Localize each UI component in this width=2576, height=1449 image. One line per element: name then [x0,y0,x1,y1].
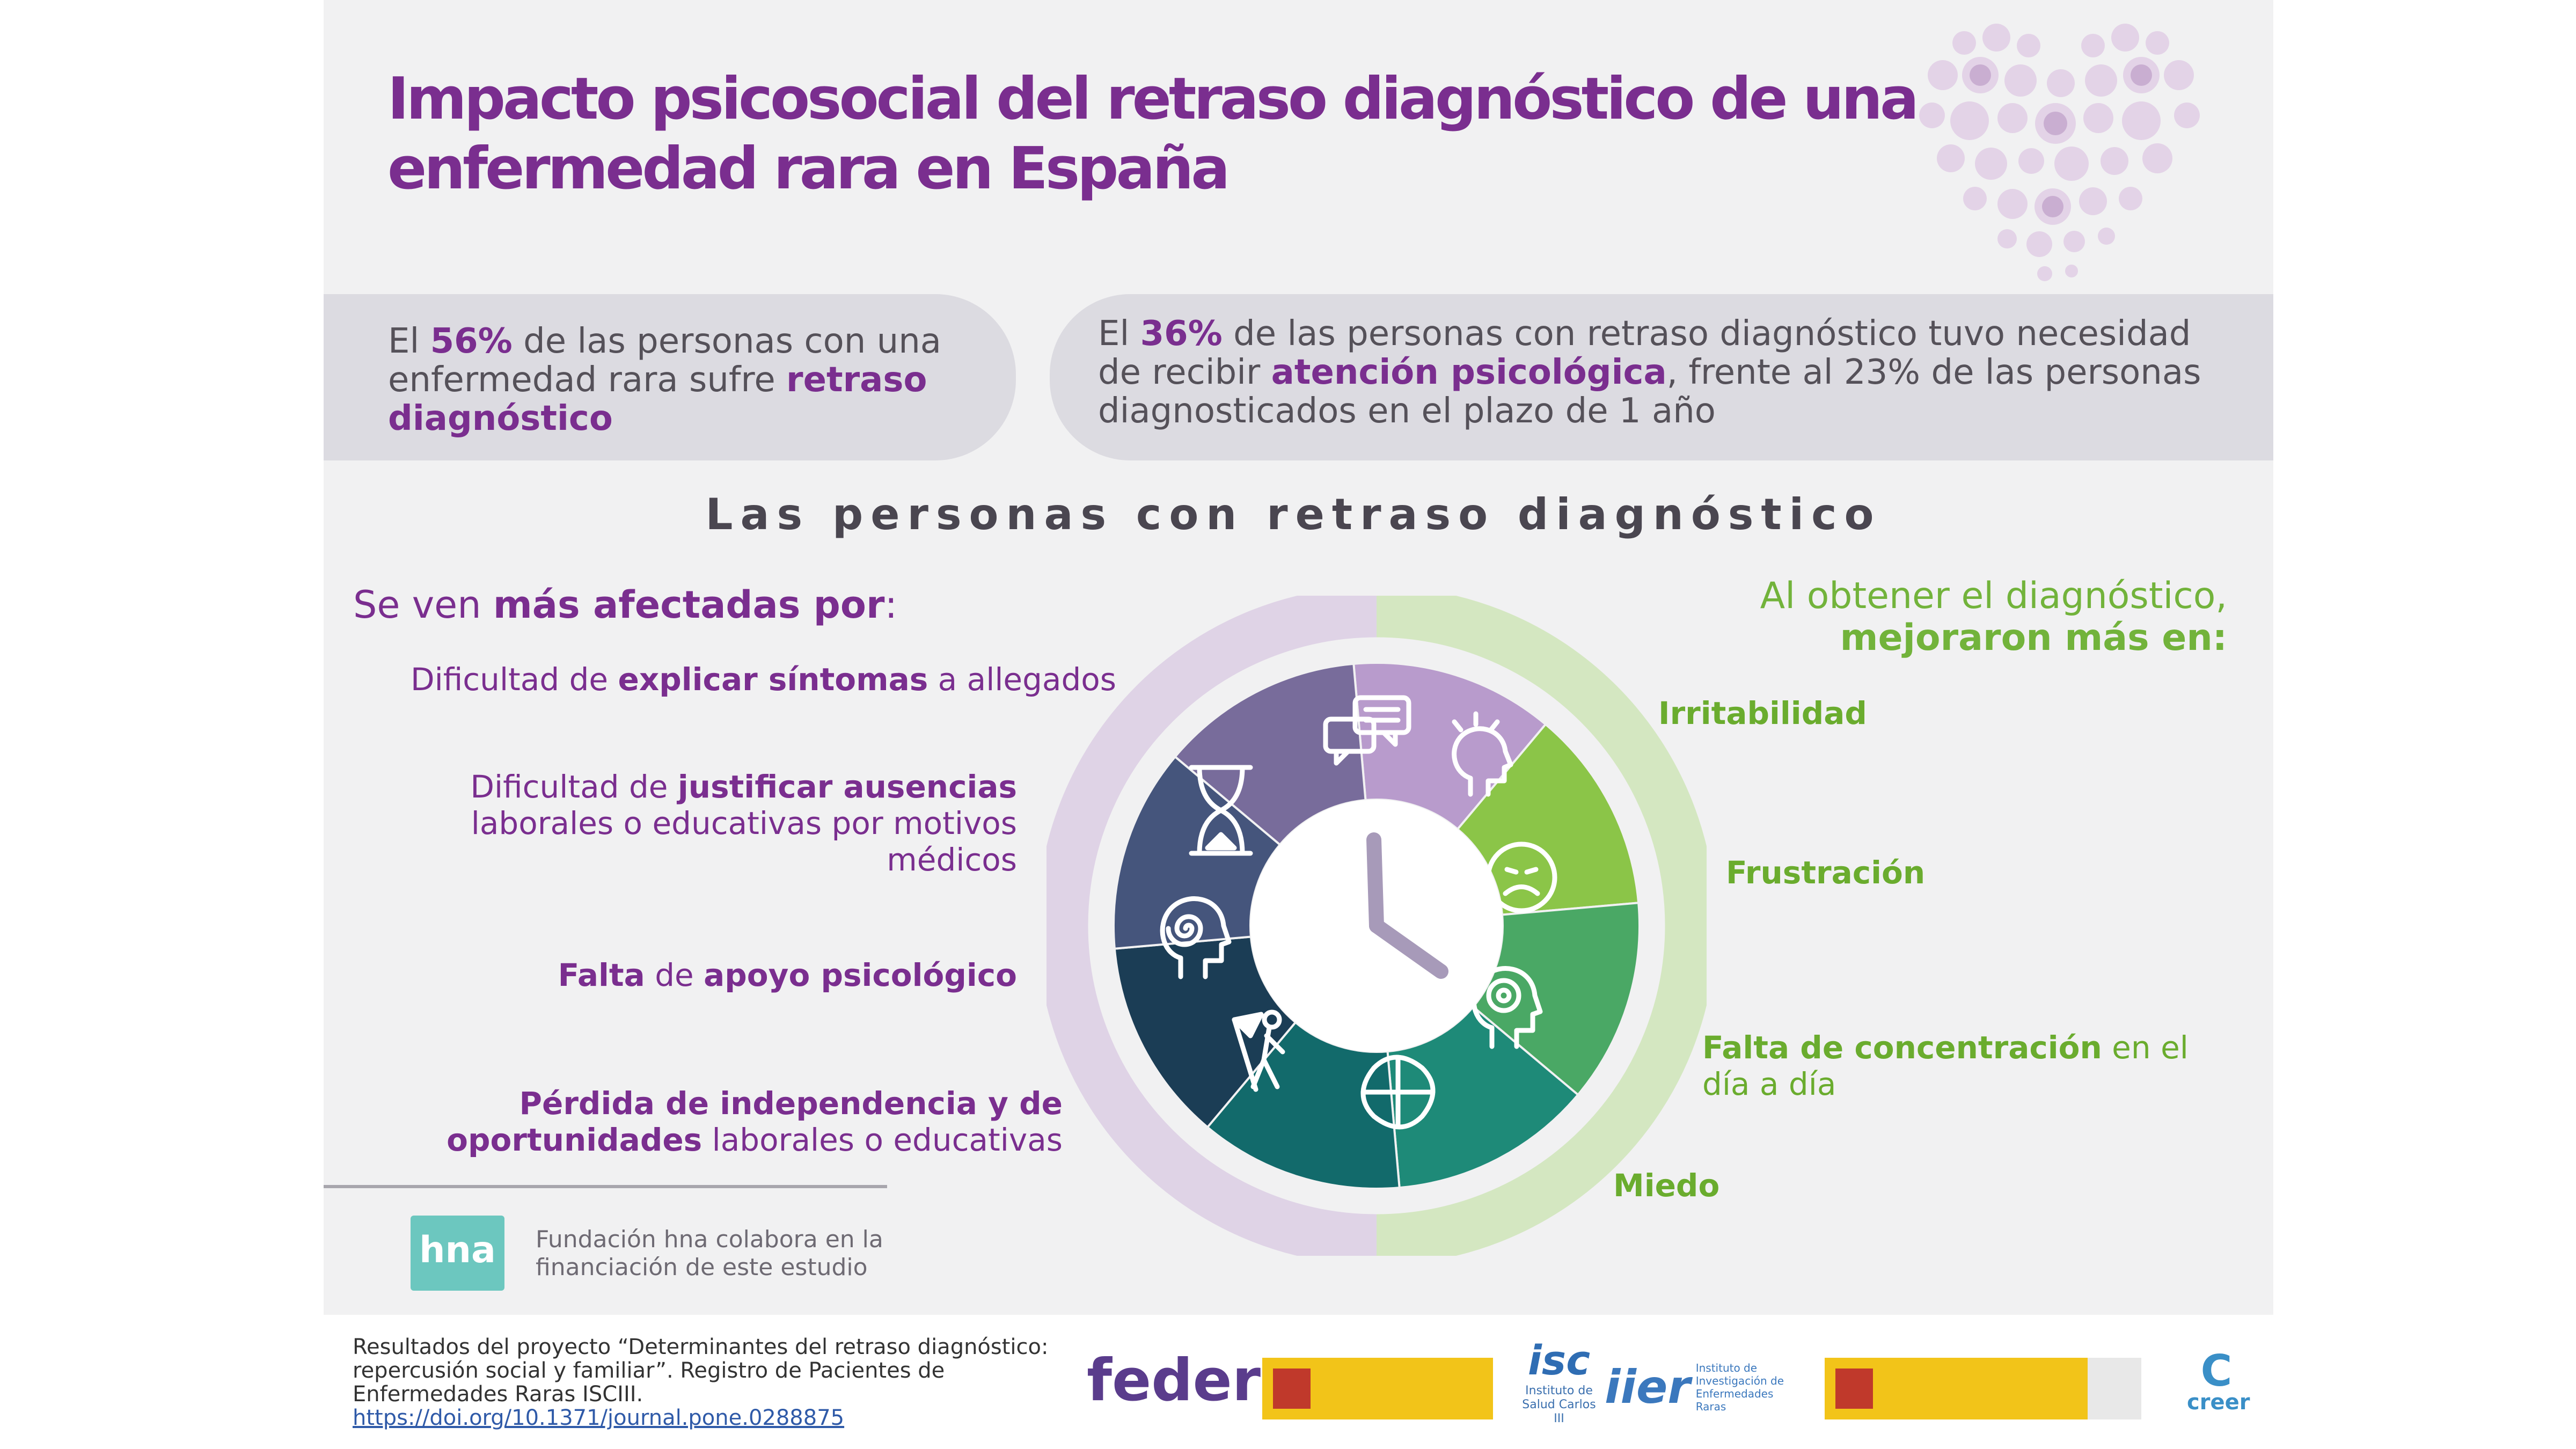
left-column-title: Se ven más afectadas por: [353,583,897,627]
hiker-flag-icon [1232,1009,1285,1092]
spiral-head-icon [1160,896,1232,979]
item-text: de [645,957,704,993]
right-item-concentracion: Falta de concentración en el día a día [1702,1029,2244,1102]
stat-card-36-text: El 36% de las personas con retraso diagn… [1098,314,2236,430]
left-title-bold: más afectadas por [493,583,885,627]
right-title-line-2: mejoraron más en: [1840,617,2227,659]
head-target-icon [1471,966,1543,1049]
clock-hour-hand [1366,832,1384,933]
segment-frustracion [1472,902,1641,1096]
item-bold: Falta [558,957,645,993]
stat-text: , frente al 23% de las personas diagnost… [1098,353,2201,431]
right-column-title: Al obtener el diagnóstico, mejoraron más … [1707,575,2227,659]
isciii-mark: isc [1527,1336,1591,1384]
item-text: Dificultad de [470,769,678,805]
left-title-text: Se ven [353,583,493,627]
creer-c-icon: C [2200,1346,2233,1396]
creer-logo: C creer [2187,1346,2250,1415]
stat-percent: 56% [430,321,513,361]
imserso-logo [2088,1358,2141,1419]
iier-logo: iier Instituto de Investigación de Enfer… [1605,1360,1803,1414]
item-text: en el día a día [1702,1029,2189,1102]
segment-explicar-sintomas [1352,662,1547,831]
heart-dots-icon [1919,24,2200,281]
item-text: a allegados [928,661,1116,698]
stat-card-36: El 36% de las personas con retraso diagn… [1050,294,2273,460]
source-citation: Resultados del proyecto “Determinantes d… [353,1335,1082,1430]
iier-name: Instituto de Investigación de Enfermedad… [1695,1362,1784,1413]
page-title: Impacto psicosocial del retraso diagnóst… [387,64,1971,204]
segment-miedo [1206,1021,1401,1190]
item-bold: explicar síntomas [618,661,928,698]
left-item-apoyo-psicologico: Falta de apoyo psicológico [429,957,1017,993]
iier-mark: iier [1605,1360,1690,1414]
feder-logo: feder [1087,1347,1261,1414]
left-item-perdida-independencia: Pérdida de independencia y de oportunida… [419,1085,1063,1158]
creer-name: creer [2187,1390,2250,1415]
gobierno-espana-derechos-sociales-logo [1825,1358,2088,1419]
stat-text: El [388,321,430,361]
right-item-irritabilidad: Irritabilidad [1658,695,1867,731]
gobierno-espana-ciencia-logo [1262,1358,1493,1419]
stat-percent: 36% [1140,314,1223,354]
item-text: laborales o educativas por motivos médic… [471,805,1017,878]
stat-highlight: atención psicológica [1271,353,1667,392]
left-item-explicar-sintomas: Dificultad de explicar síntomas a allega… [376,661,1116,698]
clock-minute-hand [1369,918,1448,979]
hourglass-icon [1189,765,1253,856]
doi-link[interactable]: https://doi.org/10.1371/journal.pone.028… [353,1406,845,1430]
puzzle-head-icon [1360,1055,1436,1130]
isciii-logo: isc Instituto de Salud Carlos III [1519,1336,1599,1426]
item-bold: Irritabilidad [1658,695,1867,731]
stat-card-56: El 56% de las personas con una enfermeda… [324,294,1016,460]
right-item-miedo: Miedo [1613,1167,1719,1204]
fundacion-hna-logo: hna [411,1216,504,1291]
funding-note: Fundación hna colabora en la financiació… [536,1226,883,1281]
item-bold: Miedo [1613,1167,1720,1204]
stat-text: de las personas con retraso diagnóstico … [1098,314,2191,392]
item-bold: Frustración [1726,854,1926,891]
clock-wheel [1046,596,1707,1256]
item-text: laborales o educativas [702,1122,1063,1158]
stat-highlight: retraso diagnóstico [388,360,927,438]
title-line-1: Impacto psicosocial del retraso diagnóst… [387,65,1919,133]
head-burst-icon [1452,711,1513,797]
stat-text: de las personas con una enfermedad rara … [388,321,941,400]
stat-card-56-text: El 56% de las personas con una enfermeda… [388,322,1000,438]
item-bold: Falta de concentración [1702,1029,2102,1066]
section-heading: Las personas con retraso diagnóstico [705,489,1882,539]
speech-bubbles-icon [1323,695,1411,766]
right-item-frustracion: Frustración [1726,854,1925,891]
item-text: Dificultad de [410,661,618,698]
stat-text: El [1098,314,1140,354]
coat-of-arms-icon [1273,1368,1311,1409]
item-bold: justificar ausencias [677,769,1017,805]
right-title-line-1: Al obtener el diagnóstico, [1760,575,2227,617]
isciii-name: Instituto de Salud Carlos III [1522,1384,1596,1425]
left-item-justificar-ausencias: Dificultad de justificar ausencias labor… [419,769,1017,878]
left-title-text: : [884,583,898,627]
frown-face-icon [1485,841,1557,913]
title-line-2: enfermedad rara en España [387,135,1230,202]
source-text: Resultados del proyecto “Determinantes d… [353,1335,1049,1407]
item-bold: Pérdida de independencia y de oportunida… [447,1085,1063,1158]
coat-of-arms-icon [1835,1368,1873,1409]
divider [324,1185,887,1188]
item-bold: apoyo psicológico [704,957,1017,993]
